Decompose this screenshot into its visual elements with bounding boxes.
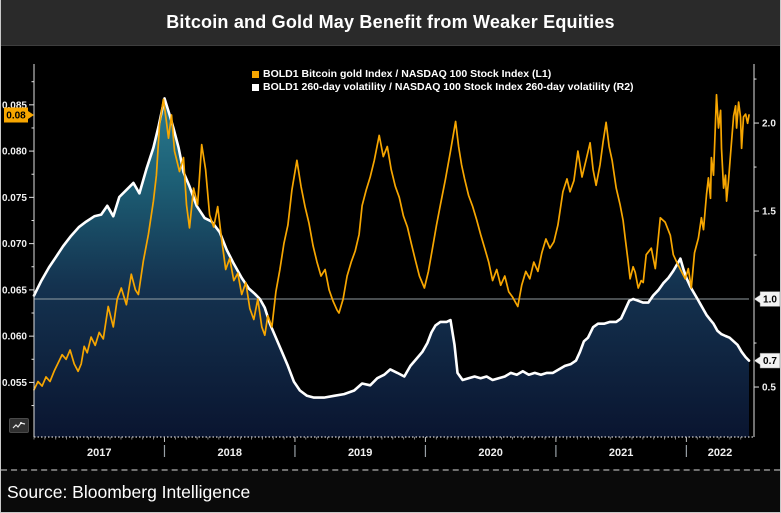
svg-text:2018: 2018	[217, 447, 241, 459]
left-axis: 0.085 0.080 0.075 0.070 0.065 0.060 0.055	[2, 64, 35, 437]
source-text: Source: Bloomberg Intelligence	[7, 481, 251, 502]
svg-text:2019: 2019	[348, 447, 372, 459]
svg-text:2022: 2022	[708, 447, 732, 459]
axis-value-badges: 0.08 1.0 0.7	[4, 107, 780, 369]
svg-text:0.055: 0.055	[2, 378, 27, 389]
series-bitcoin-gold-line	[33, 93, 750, 391]
svg-text:0.085: 0.085	[2, 100, 27, 111]
legend-item-bitcoin-gold[interactable]: BOLD1 Bitcoin gold Index / NASDAQ 100 St…	[252, 68, 634, 80]
chart-tools-button[interactable]	[9, 418, 29, 433]
svg-text:0.5: 0.5	[762, 383, 776, 394]
chart-panel: 0.085 0.080 0.075 0.070 0.065 0.060 0.055 2.0 1…	[1, 46, 780, 469]
svg-text:0.075: 0.075	[2, 193, 27, 204]
svg-text:2017: 2017	[87, 447, 111, 459]
svg-text:0.060: 0.060	[2, 332, 27, 343]
title-bar: Bitcoin and Gold May Benefit from Weaker…	[1, 0, 780, 46]
orange-series-swatch-icon	[252, 70, 259, 78]
svg-text:0.065: 0.065	[2, 285, 27, 296]
chart-title: Bitcoin and Gold May Benefit from Weaker…	[166, 12, 615, 32]
source-bar: Source: Bloomberg Intelligence	[1, 469, 780, 512]
right-axis: 2.0 1.5 0.5	[753, 64, 776, 437]
x-axis: 2017 2018 2019 2020 2021 2022	[33, 436, 754, 459]
svg-text:0.070: 0.070	[2, 239, 27, 250]
svg-text:0.7: 0.7	[763, 356, 777, 367]
legend-item-volatility[interactable]: BOLD1 260-day volatility / NASDAQ 100 St…	[252, 81, 634, 93]
chart-plot[interactable]: 0.085 0.080 0.075 0.070 0.065 0.060 0.055 2.0 1…	[1, 46, 781, 469]
white-series-swatch-icon	[252, 83, 259, 91]
line-chart-icon	[12, 422, 26, 429]
svg-text:1.5: 1.5	[762, 207, 776, 218]
svg-text:2.0: 2.0	[762, 119, 776, 130]
series-volatility-area	[34, 98, 749, 438]
svg-text:0.08: 0.08	[6, 111, 26, 122]
chart-legend: BOLD1 Bitcoin gold Index / NASDAQ 100 St…	[252, 68, 634, 93]
svg-text:1.0: 1.0	[763, 295, 777, 306]
svg-text:2021: 2021	[609, 447, 633, 459]
series-volatility-line	[32, 97, 751, 399]
legend-label: BOLD1 260-day volatility / NASDAQ 100 St…	[263, 81, 634, 93]
svg-text:2020: 2020	[478, 447, 502, 459]
svg-text:0.080: 0.080	[2, 147, 27, 158]
legend-label: BOLD1 Bitcoin gold Index / NASDAQ 100 St…	[263, 68, 552, 80]
